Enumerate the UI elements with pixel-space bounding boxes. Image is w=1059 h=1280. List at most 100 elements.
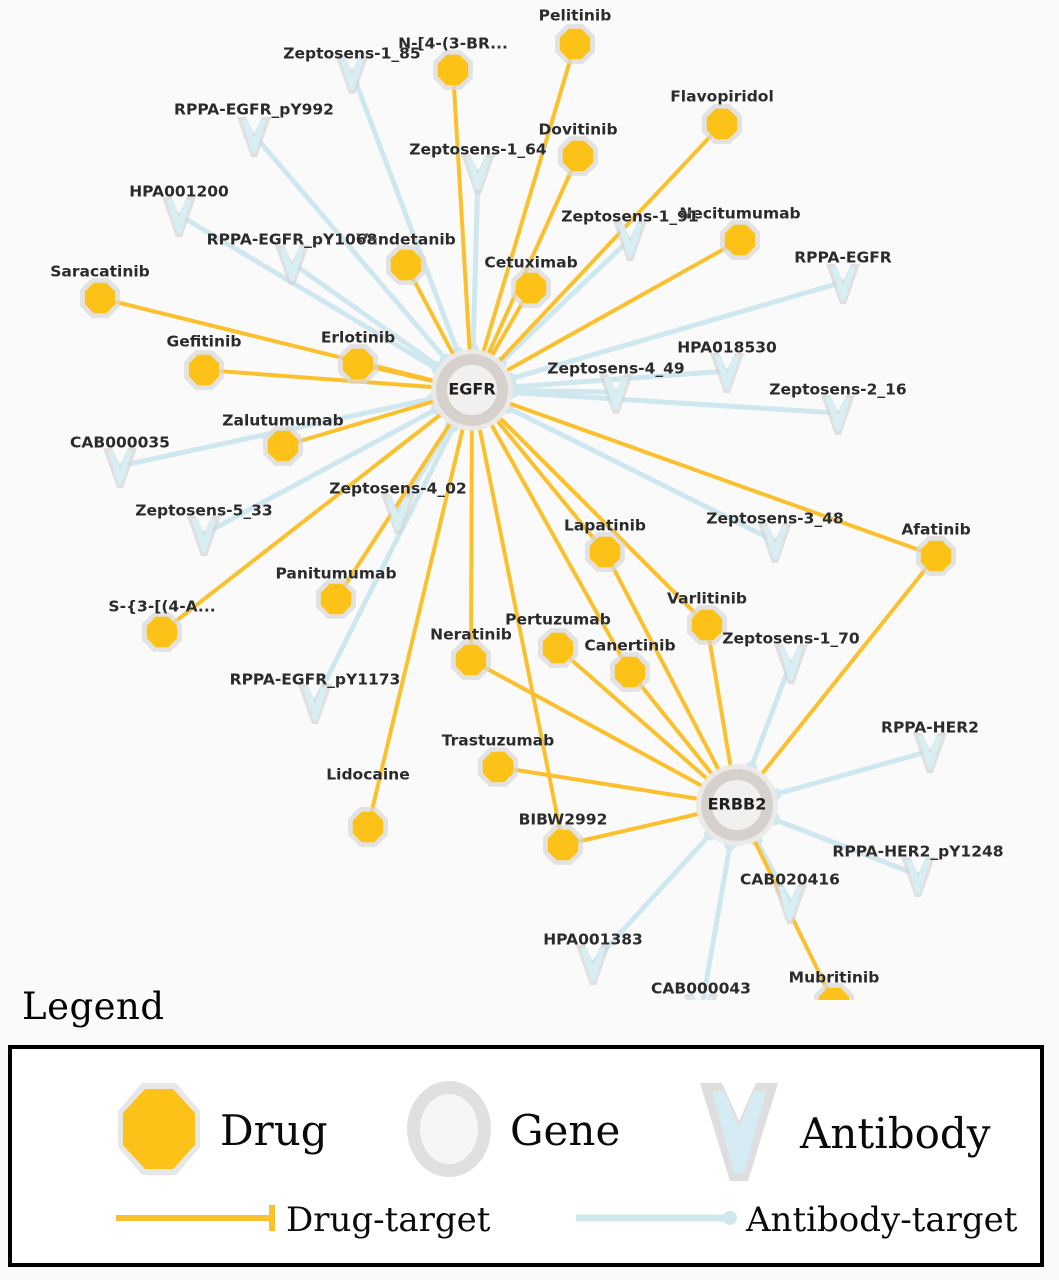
antibody-target-edge xyxy=(773,748,933,797)
drug-node-label: Necitumumab xyxy=(679,205,800,223)
drug-node-shape xyxy=(320,583,352,615)
drug-target-edge xyxy=(477,427,565,847)
drug-node[interactable] xyxy=(916,536,956,576)
antibody-chevron-icon xyxy=(692,1077,786,1191)
drug-target-edge xyxy=(366,426,465,829)
drug-node-label: S-{3-[(4-A... xyxy=(108,598,215,616)
antibody-node[interactable] xyxy=(599,374,633,414)
antibody-node[interactable] xyxy=(684,994,718,1000)
antibody-node[interactable] xyxy=(773,884,807,924)
antibody-node-label: RPPA-HER2 xyxy=(881,719,979,737)
antibody-node[interactable] xyxy=(335,54,369,94)
drug-target-edge xyxy=(486,154,580,356)
gene-node[interactable] xyxy=(696,764,778,846)
drug-node[interactable] xyxy=(543,825,583,865)
drug-node[interactable] xyxy=(702,104,742,144)
gene-node-label: EGFR xyxy=(448,380,495,399)
antibody-target-edge-icon xyxy=(572,1201,742,1239)
drug-node-shape xyxy=(482,751,514,783)
drug-node[interactable] xyxy=(433,50,473,90)
drug-node-shape xyxy=(352,811,384,843)
antibody-node[interactable] xyxy=(826,264,860,304)
antibody-node-label: Zeptosens-4_49 xyxy=(547,360,684,378)
antibody-node[interactable] xyxy=(275,245,309,285)
network-graph[interactable]: N-[4-(3-BR... Pelitinib Flavopiridol Doviti… xyxy=(0,0,1059,1000)
antibody-node[interactable] xyxy=(774,644,808,684)
drug-target-edge xyxy=(507,401,938,558)
drug-target-edge xyxy=(561,811,701,847)
nodes-layer[interactable] xyxy=(80,24,956,1000)
drug-node-label: BIBW2992 xyxy=(519,811,608,829)
drug-node-label: Pelitinib xyxy=(539,7,612,25)
antibody-node-shape xyxy=(386,497,410,530)
drug-node[interactable] xyxy=(585,532,625,572)
antibody-node[interactable] xyxy=(187,516,221,556)
drug-node-label: Flavopiridol xyxy=(670,88,774,106)
drug-node[interactable] xyxy=(184,350,224,390)
antibody-node[interactable] xyxy=(103,448,137,488)
legend-item-antibody: Antibody xyxy=(692,1077,990,1191)
antibody-node-label: HPA018530 xyxy=(677,339,777,357)
antibody-node-shape xyxy=(689,997,713,1000)
antibody-node[interactable] xyxy=(710,353,744,393)
antibody-node-label: CAB020416 xyxy=(740,871,840,889)
antibody-node-shape xyxy=(581,948,605,981)
drug-node[interactable] xyxy=(687,605,727,645)
drug-node[interactable] xyxy=(478,747,518,787)
legend-item-antibody-target: Antibody-target xyxy=(572,1201,1017,1239)
antibody-node[interactable] xyxy=(901,857,935,897)
drug-node[interactable] xyxy=(610,652,650,692)
antibody-node[interactable] xyxy=(381,494,415,534)
antibody-node[interactable] xyxy=(298,684,332,724)
antibody-node[interactable] xyxy=(237,117,271,157)
antibody-node-label: RPPA-EGFR xyxy=(794,249,892,267)
drug-node[interactable] xyxy=(386,245,426,285)
drug-node-label: Afatinib xyxy=(901,521,970,539)
antibody-node-label: Zeptosens-1_91 xyxy=(561,208,698,226)
antibody-node-shape xyxy=(831,267,855,300)
drug-node[interactable] xyxy=(511,268,551,308)
antibody-node[interactable] xyxy=(913,733,947,773)
drug-node[interactable] xyxy=(814,983,854,1000)
antibody-node-label: Zeptosens-3_48 xyxy=(706,510,843,528)
gene-node-center xyxy=(447,365,497,415)
drug-node[interactable] xyxy=(538,628,578,668)
antibody-node[interactable] xyxy=(821,395,855,435)
drug-node[interactable] xyxy=(316,579,356,619)
drug-node[interactable] xyxy=(558,136,598,176)
drug-node-shape xyxy=(706,108,738,140)
antibody-target-edge xyxy=(498,236,633,365)
antibody-node[interactable] xyxy=(613,221,647,261)
drug-node[interactable] xyxy=(142,612,182,652)
gene-node-center xyxy=(712,780,762,830)
antibody-target-edge xyxy=(505,405,778,544)
drug-node[interactable] xyxy=(348,807,388,847)
drug-node[interactable] xyxy=(80,278,120,318)
antibody-node-shape xyxy=(779,647,803,680)
drug-node[interactable] xyxy=(263,426,303,466)
drug-target-edge-icon xyxy=(112,1201,282,1239)
gene-node[interactable] xyxy=(431,349,513,431)
drug-node-label: N-[4-(3-BR... xyxy=(398,35,508,53)
antibody-node[interactable] xyxy=(758,523,792,563)
antibody-node[interactable] xyxy=(162,197,196,237)
antibody-target-edge xyxy=(201,406,440,537)
legend-edge-row: Drug-target Antibody-target xyxy=(12,1195,1040,1265)
drug-node[interactable] xyxy=(555,24,595,64)
antibody-node-shape xyxy=(192,519,216,552)
antibody-node[interactable] xyxy=(576,945,610,985)
drug-node-label: Panitumumab xyxy=(275,565,396,583)
drug-node[interactable] xyxy=(338,344,378,384)
drug-node[interactable] xyxy=(451,640,491,680)
drug-node-label: Zalutumumab xyxy=(222,412,343,430)
drug-node-shape xyxy=(267,430,299,462)
legend-label-drug: Drug xyxy=(220,1106,328,1155)
drug-node-shape xyxy=(562,140,594,172)
antibody-target-edge xyxy=(251,132,449,363)
drug-node-label: Lidocaine xyxy=(326,766,409,784)
drug-node[interactable] xyxy=(720,220,760,260)
antibody-node-shape xyxy=(340,57,364,90)
antibody-node[interactable] xyxy=(461,154,495,194)
drug-target-edge xyxy=(489,422,632,674)
drug-node-shape xyxy=(724,224,756,256)
